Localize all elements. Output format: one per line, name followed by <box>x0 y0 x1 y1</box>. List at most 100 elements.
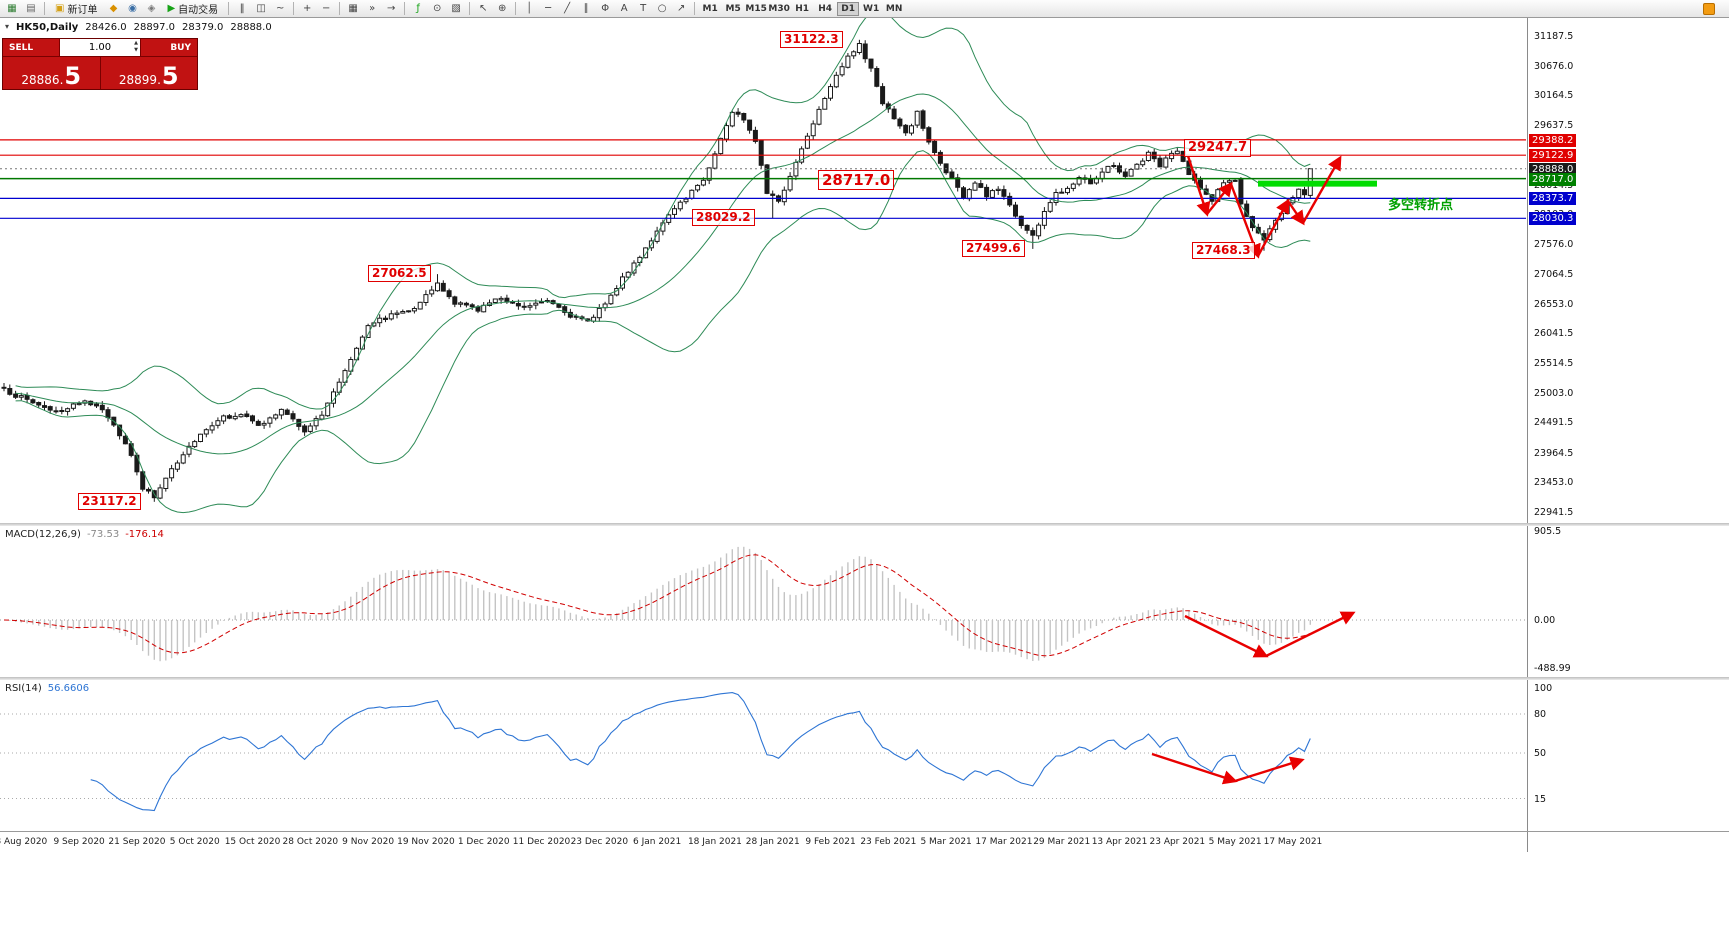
price-tag: 28888.0 <box>1529 162 1577 176</box>
sell-price-button[interactable]: 28886. 5 <box>3 57 101 89</box>
time-axis-label: 13 Apr 2021 <box>1091 837 1148 847</box>
ohlc-open: 28426.0 <box>85 22 127 33</box>
main-chart-canvas[interactable] <box>0 18 1527 523</box>
forecast-arrows <box>1186 155 1342 259</box>
periods-icon[interactable]: ⊙ <box>432 3 442 14</box>
timeframe-m30[interactable]: M30 <box>768 3 790 14</box>
panel-separator[interactable] <box>0 677 1729 680</box>
panel-collapse-icon[interactable]: ▾ <box>5 22 10 31</box>
navigator-icon[interactable]: ◈ <box>147 3 156 14</box>
buy-button[interactable]: BUY <box>141 39 197 56</box>
time-axis-label: 28 Jan 2021 <box>745 837 800 847</box>
panel-separator <box>0 831 1729 832</box>
price-tag: 29122.9 <box>1529 149 1577 163</box>
price-tag: 28030.3 <box>1529 212 1577 226</box>
price-axis-tick: 24491.5 <box>1534 417 1574 429</box>
time-axis[interactable]: 8 Aug 2020 9 Sep 2020 21 Sep 2020 5 Oct 202… <box>0 832 1527 852</box>
rsi-axis-label: 100 <box>1534 683 1553 694</box>
timeframe-w1[interactable]: W1 <box>863 3 880 14</box>
main-chart-panel: ▾ HK50,Daily 28426.0 28897.0 28379.0 288… <box>0 18 1527 523</box>
timeframe-m1[interactable]: M1 <box>702 3 718 14</box>
notifications-icon[interactable] <box>1703 3 1715 15</box>
trendline-icon[interactable]: ╱ <box>564 3 571 14</box>
volume-down-icon[interactable]: ▼ <box>134 47 138 53</box>
timeframe-d1[interactable]: D1 <box>837 1 860 16</box>
autotrading-button[interactable]: ▶ 自动交易 <box>161 1 224 16</box>
arrows-icon[interactable]: ↗ <box>676 3 686 14</box>
price-callout: 27468.3 <box>1192 241 1255 259</box>
time-axis-label: 1 Dec 2020 <box>457 837 510 847</box>
shapes-icon[interactable]: ○ <box>657 3 667 14</box>
new-order-button[interactable]: ▣ 新订单 <box>49 1 103 16</box>
rsi-label: RSI(14) 56.6606 <box>5 683 90 694</box>
volume-input[interactable]: 1.00 ▲ ▼ <box>59 39 141 56</box>
fibonacci-icon[interactable]: Φ <box>601 3 610 14</box>
timeframe-m5[interactable]: M5 <box>725 3 741 14</box>
timeframe-m15[interactable]: M15 <box>745 3 767 14</box>
zoom-in-icon[interactable]: + <box>302 3 312 14</box>
rsi-axis-label: 80 <box>1534 709 1547 720</box>
bb-lower <box>15 150 1311 514</box>
price-axis-tick: 31187.5 <box>1534 31 1574 43</box>
data-window-icon[interactable]: ◉ <box>128 3 137 14</box>
tile-windows-icon[interactable]: ▦ <box>348 3 358 14</box>
price-axis-tick: 29637.5 <box>1534 120 1574 132</box>
autotrading-icon: ▶ <box>167 3 176 14</box>
buy-price-button[interactable]: 28899. 5 <box>100 57 197 89</box>
line-chart-icon[interactable]: ~ <box>275 3 285 14</box>
rsi-axis-label: 15 <box>1534 793 1547 805</box>
bb-middle <box>15 93 1311 455</box>
timeframe-h1[interactable]: H1 <box>795 3 810 14</box>
rsi-line <box>90 692 1311 812</box>
templates-icon[interactable]: ▧ <box>451 3 461 14</box>
price-tag: 28717.0 <box>1529 172 1577 186</box>
volume-up-icon[interactable]: ▲ <box>134 40 138 46</box>
price-axis-tick: 30676.0 <box>1534 60 1574 72</box>
time-axis-label: 29 Mar 2021 <box>1033 837 1091 847</box>
autotrading-button-label: 自动交易 <box>178 5 219 16</box>
price-axis-tick: 30164.5 <box>1534 90 1574 102</box>
label-icon[interactable]: T <box>640 3 647 14</box>
price-axis[interactable]: 31187.530676.030164.529637.529126.028614… <box>1527 18 1729 852</box>
time-axis-label: 5 Mar 2021 <box>920 837 972 847</box>
price-axis-tick: 26553.0 <box>1534 298 1574 310</box>
macd-canvas[interactable] <box>0 526 1527 677</box>
macd-signal-value: -176.14 <box>125 529 164 540</box>
channel-icon[interactable]: ∥ <box>583 3 589 14</box>
time-axis-label: 17 Mar 2021 <box>975 837 1033 847</box>
cursor-icon[interactable]: ↖ <box>478 3 488 14</box>
horizontal-line-icon[interactable]: ─ <box>545 3 552 14</box>
price-callout: 28717.0 <box>818 169 895 191</box>
ohlc-close: 28888.0 <box>230 22 272 33</box>
time-axis-label: 19 Nov 2020 <box>397 837 455 847</box>
bar-chart-icon[interactable]: ‖ <box>239 3 245 14</box>
panel-separator[interactable] <box>0 523 1729 526</box>
macd-axis-label: 0.00 <box>1534 615 1556 626</box>
timeframe-h4[interactable]: H4 <box>818 3 833 14</box>
profiles-icon[interactable]: ▤ <box>26 3 36 14</box>
ohlc-low: 28379.0 <box>182 22 224 33</box>
rsi-canvas[interactable] <box>0 680 1527 831</box>
ohlc-high: 28897.0 <box>133 22 175 33</box>
new-order-icon: ▣ <box>55 3 65 14</box>
time-axis-label: 5 May 2021 <box>1208 837 1262 847</box>
rsi-value: 56.6606 <box>47 683 90 694</box>
sell-price-small: 28886. <box>21 73 64 87</box>
vertical-line-icon[interactable]: │ <box>526 3 533 14</box>
new-chart-icon[interactable]: ▦ <box>7 3 17 14</box>
text-icon[interactable]: A <box>620 3 628 14</box>
time-axis-label: 23 Feb 2021 <box>860 837 917 847</box>
time-axis-label: 9 Nov 2020 <box>342 837 395 847</box>
time-axis-label: 23 Apr 2021 <box>1149 837 1206 847</box>
market-watch-icon[interactable]: ◆ <box>109 3 118 14</box>
candlestick-icon[interactable]: ◫ <box>256 3 266 14</box>
timeframe-mn[interactable]: MN <box>885 3 903 14</box>
price-callout: 31122.3 <box>780 30 843 48</box>
chart-shift-icon[interactable]: → <box>386 3 396 14</box>
auto-scroll-icon[interactable]: » <box>369 3 376 14</box>
sell-button[interactable]: SELL <box>3 39 59 56</box>
crosshair-icon[interactable]: ⊕ <box>497 3 507 14</box>
zoom-out-icon[interactable]: − <box>321 3 331 14</box>
indicators-icon[interactable]: ƒ <box>416 3 420 14</box>
price-callout: 29247.7 <box>1184 138 1252 158</box>
